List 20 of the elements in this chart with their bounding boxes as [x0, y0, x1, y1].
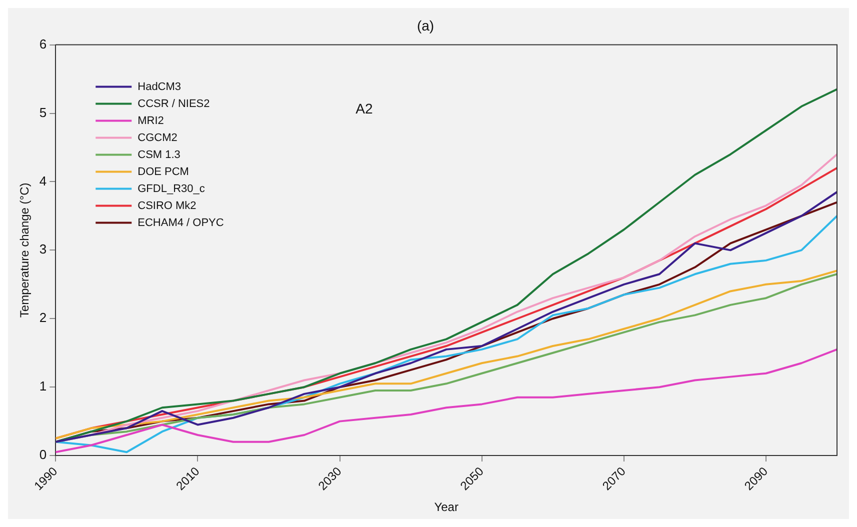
legend-label: CSM 1.3	[138, 148, 180, 161]
chart-title: (a)	[416, 17, 434, 34]
legend-label: CSIRO Mk2	[138, 200, 196, 212]
y-tick-label: 2	[39, 310, 47, 326]
legend-label: CGCM2	[138, 132, 178, 144]
y-tick-label: 5	[39, 104, 47, 120]
y-tick-label: 1	[39, 378, 47, 394]
y-axis-title: Temperature change (°C)	[18, 182, 32, 318]
legend-label: ECHAM4 / OPYC	[138, 216, 224, 229]
annotation: A2	[356, 100, 373, 117]
legend-label: DOE PCM	[138, 166, 189, 178]
y-tick-label: 0	[39, 447, 47, 462]
y-tick-label: 6	[39, 36, 47, 52]
legend-label: GFDL_R30_c	[138, 182, 206, 195]
legend-label: HadCM3	[138, 80, 182, 93]
x-axis-title: Year	[434, 500, 458, 514]
legend-label: CCSR / NIES2	[138, 98, 210, 110]
y-tick-label: 3	[39, 242, 47, 257]
legend-label: MRI2	[138, 114, 164, 127]
y-tick-label: 4	[39, 173, 47, 188]
